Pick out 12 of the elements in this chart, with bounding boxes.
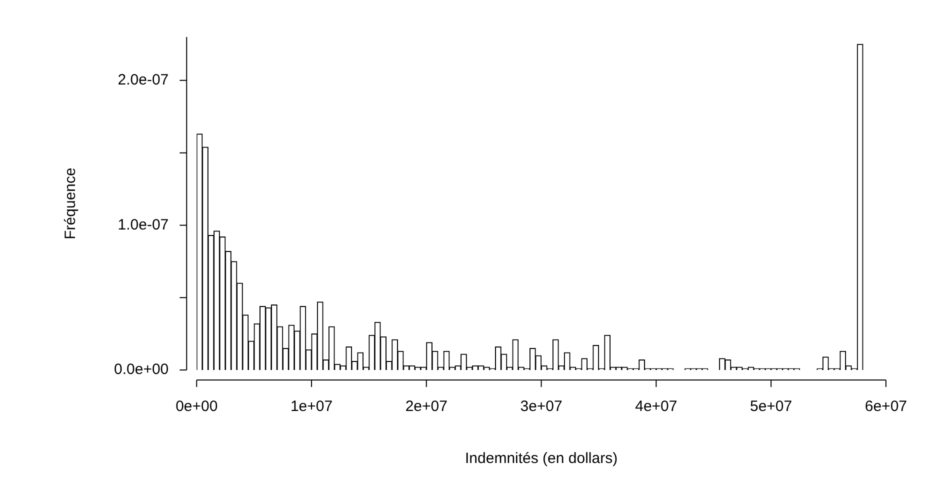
x-tick-label: 3e+07: [520, 398, 562, 416]
y-axis-title: Fréquence: [62, 168, 80, 240]
x-tick-label: 1e+07: [290, 398, 333, 416]
x-axis-title: Indemnités (en dollars): [465, 450, 618, 468]
y-tick-label: 2.0e-07: [118, 72, 169, 89]
x-tick-label: 5e+07: [750, 398, 792, 416]
x-tick-label: 0e+00: [176, 398, 218, 416]
x-tick-label: 6e+07: [864, 398, 908, 416]
x-tick-label: 4e+07: [635, 398, 678, 416]
x-tick-label: 2e+07: [405, 398, 448, 416]
y-tick-label: 0.0e+00: [114, 361, 169, 378]
y-tick-label: 1.0e-07: [118, 216, 169, 234]
